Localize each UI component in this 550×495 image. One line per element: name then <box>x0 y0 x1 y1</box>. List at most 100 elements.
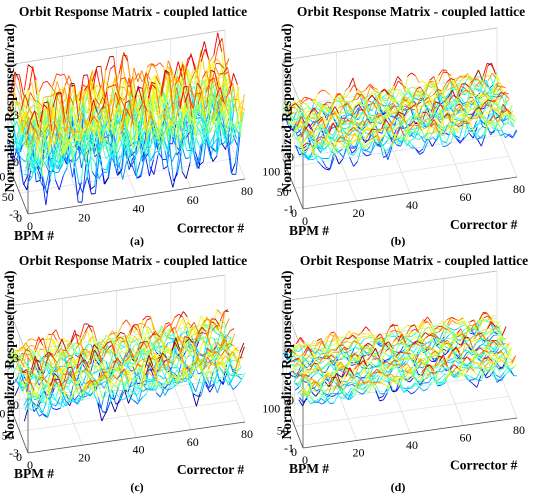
panel-b-surface-segment <box>435 104 441 114</box>
panel-b-surface-segment <box>353 98 358 101</box>
panel-b-surface-segment <box>471 117 476 120</box>
panel-a-surface-segment <box>156 87 162 101</box>
panel-a-surface-segment <box>110 121 115 128</box>
panel-a-surface-segment <box>59 116 64 121</box>
panel-b-surface-segment <box>321 89 326 92</box>
panel-a-surface-segment <box>113 134 119 174</box>
panel-a-surface-segment <box>70 145 76 161</box>
panel-b-surface-segment <box>463 73 469 79</box>
panel-b-surface-segment <box>435 81 440 87</box>
panel-b-surface-segment <box>327 106 333 116</box>
panel-a-surface-segment <box>178 131 184 137</box>
panel-b-surface-segment <box>491 63 496 75</box>
panel-b-y-axis-line <box>282 158 304 210</box>
panel-b-surface-segment <box>326 113 332 119</box>
panel-b-surface-segment <box>313 107 318 118</box>
panel-a-surface-segment <box>124 109 130 117</box>
panel-b-surface-segment <box>487 91 492 96</box>
panel-a-surface-segment <box>161 98 167 102</box>
panel-a-surface-segment <box>183 105 189 117</box>
panel-b-surface-segment <box>477 139 482 147</box>
panel-a-surface-segment <box>111 92 116 117</box>
panel-a-surface-segment <box>30 128 36 145</box>
panel-b-surface-segment <box>473 93 478 97</box>
panel-c-surface-segment <box>87 323 93 333</box>
panel-b-surface-segment <box>416 86 421 89</box>
panel-a-surface-segment <box>233 87 239 110</box>
panel-a-surface-segment <box>181 136 187 148</box>
panel-a-surface-segment <box>177 135 183 148</box>
panel-b-surface-segment <box>497 121 502 130</box>
panel-b-surface-segment <box>374 103 380 111</box>
panel-b-title: Orbit Response Matrix - coupled lattice <box>297 4 525 19</box>
panel-a-surface-segment <box>105 106 111 129</box>
panel-b-surface-segment <box>322 118 327 122</box>
panel-b-surface-segment <box>450 78 455 81</box>
panel-a-surface-segment <box>167 60 173 72</box>
panel-a-surface-segment <box>232 83 238 114</box>
panel-b-surface-segment <box>354 107 360 114</box>
panel-a-surface-segment <box>170 76 175 83</box>
panel-a-surface-segment <box>56 73 61 76</box>
panel-a-surface-segment <box>114 96 120 118</box>
panel-a-surface-segment <box>51 141 56 144</box>
panel-b-surface-segment <box>383 101 389 107</box>
panel-a-surface-segment <box>41 176 47 206</box>
panel-c-surface-segment <box>147 317 152 321</box>
panel-b-surface-segment <box>443 90 448 93</box>
panel-c-surface-segment <box>27 338 32 341</box>
panel-a-surface-segment <box>97 106 103 116</box>
panel-a-surface-segment <box>74 85 80 121</box>
panel-b-surface-segment <box>391 112 396 114</box>
panel-b-surface-segment <box>348 110 353 115</box>
panel-a-surface-segment <box>178 64 184 80</box>
panel-a-surface-segment <box>187 112 192 118</box>
panel-a-surface-segment <box>69 145 75 168</box>
panel-a-surface-segment <box>91 171 97 178</box>
panel-a-surface-segment <box>147 63 153 76</box>
panel-b-surface-segment <box>411 94 417 106</box>
panel-a-surface-segment <box>126 137 132 162</box>
panel-a-surface-segment <box>228 98 234 136</box>
panel-a-surface-segment <box>196 61 202 96</box>
panel-a-surface-segment <box>179 65 184 89</box>
panel-b-surface-segment <box>295 124 301 130</box>
panel-a-surface-segment <box>145 72 151 92</box>
panel-b-surface-segment <box>380 89 386 93</box>
panel-b-surface-segment <box>404 103 409 107</box>
panel-a-z-tick-label: 3 <box>13 108 19 122</box>
panel-a-surface-segment <box>132 96 138 112</box>
panel-a-surface-segment <box>217 114 223 138</box>
panel-a-surface-segment <box>13 133 19 151</box>
panel-a-surface-segment <box>209 90 215 105</box>
panel-b-surface-segment <box>328 132 334 136</box>
panel-a-surface-segment <box>56 155 62 169</box>
panel-a-surface-segment <box>98 134 104 153</box>
panel-a-surface-segment <box>50 149 55 180</box>
panel-a-surface-segment <box>159 128 165 143</box>
panel-a-surface-segment <box>181 171 187 179</box>
panel-a-surface-segment <box>145 110 151 142</box>
panel-a-surface-segment <box>230 105 235 110</box>
panel-a-surface-segment <box>142 100 148 112</box>
panel-a-surface-segment <box>132 125 138 179</box>
panel-b-surface-segment <box>374 89 379 94</box>
panel-a-surface-segment <box>24 94 30 107</box>
panel-c-surface-segment <box>174 313 180 318</box>
panel-a-surface-segment <box>153 155 159 175</box>
panel-a-surface-segment <box>150 131 156 140</box>
panel-a-surface-segment <box>128 100 134 126</box>
panel-a-surface-segment <box>28 166 34 174</box>
panel-b-surface-segment <box>357 114 363 120</box>
panel-a-surface-segment <box>151 84 157 89</box>
panel-a-surface-segment <box>213 147 218 154</box>
panel-a-surface-segment <box>151 63 157 67</box>
panel-a-surface-segment <box>148 142 153 150</box>
panel-a-surface-segment <box>27 141 33 143</box>
panel-a-surface-segment <box>57 145 63 159</box>
panel-b-surface-segment <box>460 85 466 89</box>
panel-a-surface-segment <box>121 131 127 170</box>
panel-a-z-tick-label: -3 <box>9 207 19 221</box>
panel-a-surface-segment <box>69 88 75 101</box>
panel-a-surface-segment <box>39 150 45 155</box>
